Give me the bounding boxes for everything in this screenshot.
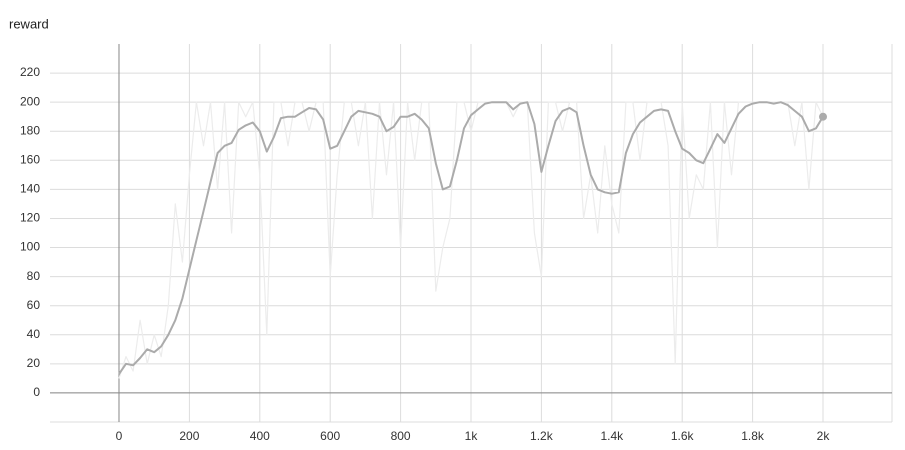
y-tick-label: 160 — [20, 152, 40, 166]
y-tick-label: 60 — [27, 298, 41, 312]
x-tick-label: 200 — [179, 429, 199, 443]
x-tick-label: 800 — [391, 429, 411, 443]
chart-title: reward — [9, 16, 49, 31]
x-tick-label: 1.6k — [671, 429, 695, 443]
y-tick-label: 200 — [20, 94, 40, 108]
x-tick-label: 1.4k — [600, 429, 624, 443]
y-tick-label: 140 — [20, 182, 40, 196]
x-tick-label: 400 — [250, 429, 270, 443]
y-tick-label: 20 — [27, 356, 41, 370]
x-tick-label: 2k — [817, 429, 831, 443]
y-tick-label: 220 — [20, 65, 40, 79]
last-point-marker — [819, 112, 828, 121]
y-tick-label: 100 — [20, 240, 40, 254]
y-tick-label: 40 — [27, 327, 41, 341]
x-tick-label: 0 — [116, 429, 123, 443]
y-tick-label: 0 — [33, 385, 40, 399]
x-tick-label: 600 — [320, 429, 340, 443]
x-tick-label: 1.2k — [530, 429, 554, 443]
data-line — [118, 101, 824, 375]
y-tick-label: 120 — [20, 211, 40, 225]
x-tick-label: 1.8k — [741, 429, 765, 443]
y-tick-label: 180 — [20, 123, 40, 137]
y-tick-label: 80 — [27, 269, 41, 283]
x-tick-label: 1k — [465, 429, 479, 443]
